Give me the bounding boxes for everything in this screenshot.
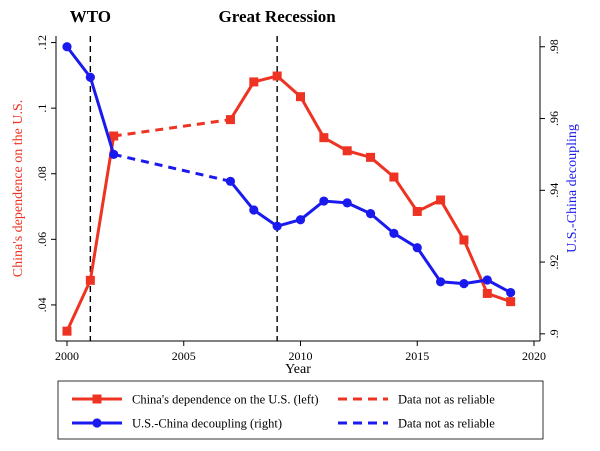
x-axis-title: Year	[285, 362, 311, 377]
series-layer	[62, 42, 516, 336]
legend-entry: China's dependence on the U.S. (left)	[72, 393, 319, 407]
right-y-tick-label: .92	[547, 255, 561, 270]
legend-entry: U.S.-China decoupling (right)	[72, 417, 282, 431]
series-segment	[228, 80, 256, 122]
series-segment	[462, 238, 489, 295]
legend-label: Data not as reliable	[398, 417, 495, 431]
data-point-square	[342, 146, 352, 156]
data-point-circle	[62, 42, 72, 52]
data-point-circle	[506, 287, 516, 298]
series-segment	[392, 175, 419, 213]
series-segment	[299, 95, 326, 140]
series-segment	[88, 75, 116, 156]
series-segment	[415, 246, 443, 284]
data-point-square	[459, 235, 469, 245]
event-label: Great Recession	[219, 7, 337, 26]
left-y-tick-label: .08	[35, 166, 49, 181]
data-point-circle	[459, 278, 469, 289]
data-point-square	[85, 275, 95, 285]
data-point-circle	[319, 196, 329, 206]
legend-label: Data not as reliable	[398, 393, 495, 407]
data-point-circle	[249, 205, 259, 215]
data-point-square	[436, 195, 446, 205]
x-tick-label: 2015	[405, 349, 429, 363]
series-segment	[252, 208, 279, 228]
data-point-circle	[272, 221, 282, 231]
data-point-square	[109, 131, 119, 141]
x-tick-label: 2000	[55, 349, 79, 363]
data-point-square	[296, 92, 305, 102]
series-segment	[88, 134, 116, 282]
x-tick-label: 2010	[289, 349, 313, 363]
series-1	[62, 71, 516, 336]
axes: 2000 2005 2010 2015 2020 .04 .06 .08 .1 .12 .9 .92.…	[35, 35, 561, 363]
x-tick-label: 2005	[172, 349, 196, 363]
data-point-circle	[109, 149, 119, 160]
data-point-circle	[436, 277, 446, 287]
series-segment	[299, 199, 326, 222]
legend: China's dependence on the U.S. (left) Dat…	[57, 380, 544, 440]
data-point-square	[366, 152, 376, 162]
series-segment	[369, 212, 396, 235]
series-segment	[65, 278, 92, 333]
data-point-square	[62, 326, 72, 336]
right-y-tick-label: .9	[547, 329, 561, 338]
legend-entry: Data not as reliable	[338, 393, 495, 407]
left-y-tick-label: .12	[35, 35, 49, 50]
right-y-axis-title: U.S.-China decoupling	[565, 124, 580, 253]
legend-box	[57, 380, 544, 440]
data-point-square	[482, 288, 492, 298]
data-point-circle	[295, 215, 306, 225]
data-point-square	[319, 133, 329, 143]
data-point-circle	[482, 275, 492, 285]
data-point-circle	[85, 72, 95, 82]
series-segment	[65, 45, 92, 79]
right-y-tick-label: .96	[547, 111, 561, 126]
left-y-tick-label: .06	[35, 232, 49, 247]
data-point-circle	[342, 198, 352, 208]
data-point-circle	[225, 176, 236, 186]
right-y-tick-label: .98	[547, 39, 561, 54]
data-point-circle	[412, 243, 422, 253]
event-labels: WTO Great Recession	[70, 7, 337, 26]
legend-swatch-marker	[92, 394, 102, 404]
series-segment	[228, 179, 256, 212]
right-y-tick-label: .94	[547, 183, 561, 198]
data-point-square	[225, 115, 235, 125]
x-tick-label: 2020	[522, 349, 546, 363]
event-lines	[89, 36, 278, 341]
data-point-square	[272, 71, 282, 81]
left-y-axis-title: China's dependence on the U.S.	[11, 100, 26, 277]
series-segment-dashed	[113, 152, 231, 183]
series-segment	[439, 198, 466, 242]
legend-entry: Data not as reliable	[338, 417, 495, 431]
legend-label: U.S.-China decoupling (right)	[132, 417, 282, 431]
event-label: WTO	[70, 7, 111, 26]
data-point-circle	[389, 228, 399, 238]
left-y-tick-label: .04	[35, 297, 49, 312]
data-point-circle	[365, 209, 376, 219]
series-segment-dashed	[113, 118, 231, 138]
legend-swatch-marker	[92, 418, 102, 428]
data-point-square	[249, 77, 259, 87]
data-point-square	[506, 297, 516, 307]
left-y-tick-label: .1	[35, 104, 49, 113]
data-point-square	[412, 206, 422, 216]
series-2	[62, 42, 516, 298]
data-point-square	[389, 172, 399, 182]
legend-label: China's dependence on the U.S. (left)	[132, 393, 319, 407]
